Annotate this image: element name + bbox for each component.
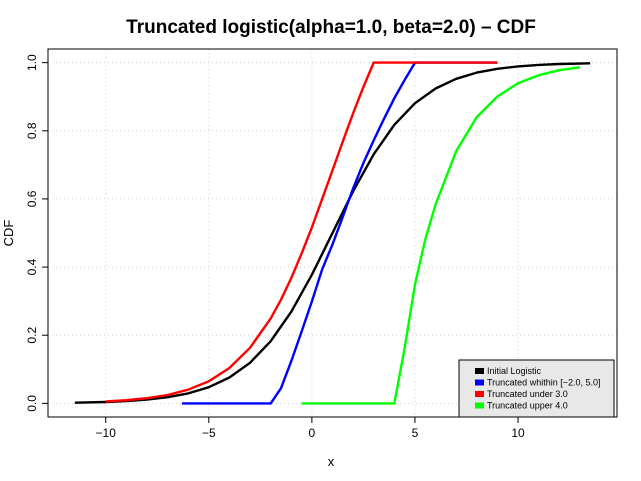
plot-frame [47,48,618,418]
legend-entry-0: Initial Logistic [487,366,542,376]
x-tick-label: 5 [412,426,419,440]
legend-swatch-2 [475,391,484,397]
legend-box [458,359,615,418]
legend-swatch-0 [475,368,484,374]
legend-entry-2: Truncated under 3.0 [487,389,568,399]
series-line-3 [301,66,581,405]
y-tick-label: 0.8 [25,122,39,139]
chart-title: Truncated logistic(alpha=1.0, beta=2.0) … [126,17,536,38]
axis-ticks: −10 −5 0 5 10 0.0 0.2 0.4 0.6 0.8 1.0 [25,54,525,440]
x-tick-label: −5 [202,426,216,440]
legend-swatch-1 [475,379,484,386]
series-line-1 [182,61,498,405]
x-tick-label: 10 [511,426,525,440]
y-axis-label: CDF [1,220,16,247]
series-line-0 [74,62,591,404]
legend-entry-3: Truncated upper 4.0 [487,401,568,411]
legend-entry-1: Truncated whithin [−2.0, 5.0] [487,378,600,388]
x-tick-label: −10 [96,426,117,440]
y-tick-label: 0.0 [25,395,39,412]
legend: Initial Logistic Truncated whithin [−2.0,… [458,359,615,418]
y-tick-label: 0.6 [25,190,39,207]
y-tick-label: 1.0 [25,54,39,71]
x-tick-label: 0 [309,426,316,440]
series-group [74,61,591,405]
series-line-2 [105,61,498,403]
y-tick-label: 0.4 [25,258,39,275]
y-tick-label: 0.2 [25,327,39,344]
legend-swatch-3 [475,402,484,409]
x-axis-label: x [328,454,335,469]
